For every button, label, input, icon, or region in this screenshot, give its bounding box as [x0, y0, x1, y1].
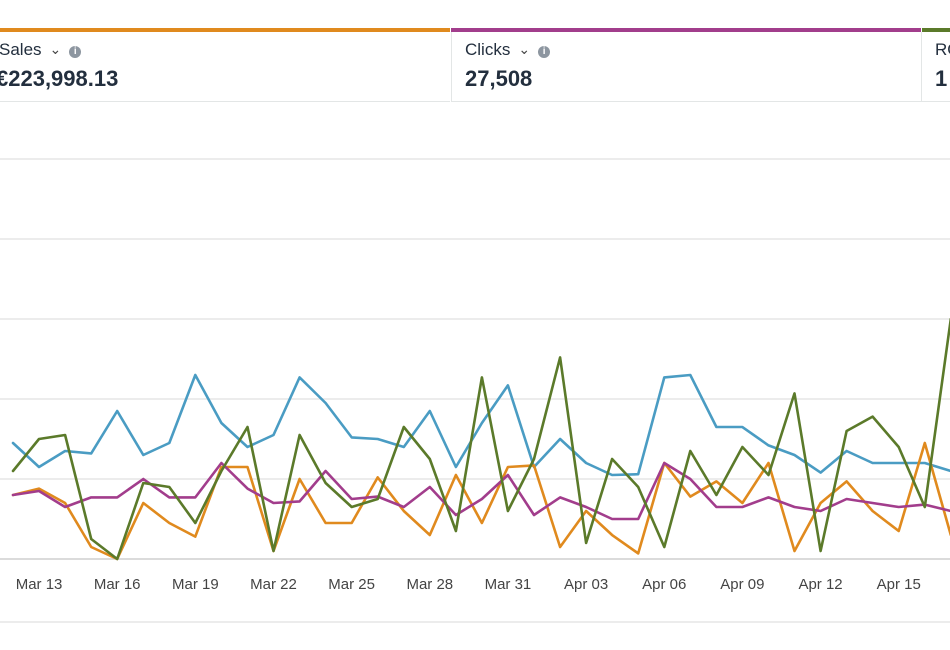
metrics-bar: Sales ⌄ i €223,998.13 Clicks ⌄ i 27,508 RO 1 — [0, 0, 950, 102]
x-tick-label: Apr 09 — [720, 576, 764, 593]
divider — [451, 32, 452, 102]
series-line-2 — [11, 441, 950, 561]
info-icon[interactable]: i — [538, 46, 551, 58]
line-chart: Mar 13 Mar 16 Mar 19 Mar 22 Mar 25 Mar 28 Mar … — [0, 158, 950, 623]
x-tick-label: Mar 19 — [172, 576, 219, 593]
chevron-down-icon[interactable]: ⌄ — [49, 41, 62, 57]
x-tick-label: Mar 31 — [485, 576, 532, 593]
info-icon[interactable]: i — [69, 46, 82, 58]
roas-label: RO — [935, 40, 950, 59]
series-line-3 — [11, 461, 950, 521]
clicks-color-bar — [451, 28, 921, 32]
metric-card-sales[interactable]: Sales ⌄ i €223,998.13 — [0, 28, 450, 102]
clicks-value: 27,508 — [465, 66, 533, 91]
x-tick-label: Apr 15 — [877, 576, 921, 593]
series-line-4 — [11, 317, 950, 561]
metric-card-clicks[interactable]: Clicks ⌄ i 27,508 — [451, 28, 921, 102]
x-tick-label: Mar 25 — [328, 576, 375, 593]
roas-color-bar — [922, 28, 950, 32]
series-line-1 — [11, 373, 950, 477]
roas-value: 1 — [935, 66, 948, 91]
x-tick-label: Mar 13 — [16, 576, 63, 593]
x-tick-label: Apr 12 — [798, 576, 842, 593]
sales-color-bar — [0, 28, 450, 32]
clicks-label: Clicks — [465, 40, 511, 59]
x-tick-label: Mar 16 — [94, 576, 141, 593]
sales-label: Sales — [0, 40, 42, 59]
x-tick-label: Apr 06 — [642, 576, 686, 593]
x-tick-label: Mar 22 — [250, 576, 297, 593]
x-tick-label: Mar 28 — [406, 576, 453, 593]
metric-card-roas[interactable]: RO 1 — [922, 28, 950, 102]
chevron-down-icon[interactable]: ⌄ — [518, 41, 531, 57]
divider — [921, 32, 922, 102]
sales-value: €223,998.13 — [0, 66, 119, 91]
x-tick-label: Apr 03 — [564, 576, 608, 593]
